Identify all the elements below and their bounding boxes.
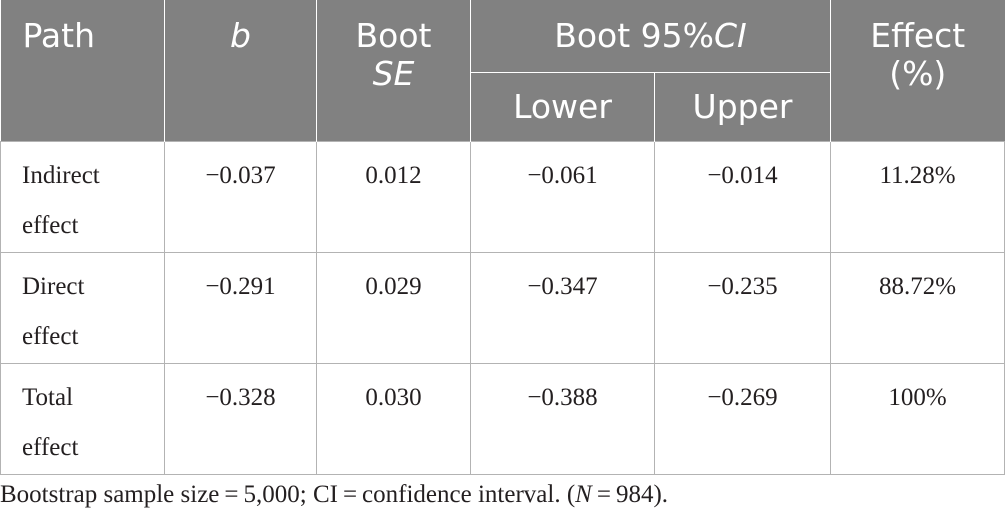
mediation-effects-table: Path b Boot SE Boot 95%CI Effect (%) Low…	[0, 0, 1005, 475]
header-effect-line1: Effect	[870, 16, 966, 55]
header-boot-se-line1: Boot	[355, 16, 432, 55]
footnote-suffix: = 984).	[591, 481, 669, 508]
footnote-prefix: Bootstrap sample size = 5,000; CI = conf…	[0, 481, 576, 508]
header-path: Path	[0, 0, 165, 142]
table-row: Direct effect −0.291 0.029 −0.347 −0.235…	[0, 252, 1005, 364]
row-se: 0.012	[316, 141, 471, 253]
header-effect: Effect (%)	[830, 0, 1005, 142]
row-effect: 88.72%	[830, 252, 1005, 364]
table-row: Total effect −0.328 0.030 −0.388 −0.269 …	[0, 363, 1005, 475]
row-lower: −0.061	[470, 141, 655, 253]
table-body: Indirect effect −0.037 0.012 −0.061 −0.0…	[0, 141, 1005, 475]
header-upper: Upper	[653, 72, 831, 142]
row-se: 0.030	[316, 363, 471, 475]
row-path: Total effect	[0, 363, 165, 475]
header-effect-line2: (%)	[889, 54, 947, 93]
row-se: 0.029	[316, 252, 471, 364]
row-upper: −0.235	[653, 252, 832, 364]
row-b: −0.037	[164, 141, 317, 253]
row-upper: −0.269	[653, 363, 832, 475]
row-upper: −0.014	[653, 141, 832, 253]
row-effect: 100%	[830, 363, 1005, 475]
header-boot-ci: Boot 95%CI	[469, 0, 832, 73]
row-path-line1: Direct	[22, 273, 85, 300]
table-row: Indirect effect −0.037 0.012 −0.061 −0.0…	[0, 141, 1005, 253]
table-header: Path b Boot SE Boot 95%CI Effect (%) Low…	[0, 0, 1005, 142]
row-lower: −0.388	[470, 363, 655, 475]
row-path: Indirect effect	[0, 141, 165, 253]
row-effect: 11.28%	[830, 141, 1005, 253]
row-path-line1: Indirect	[22, 162, 100, 189]
header-lower: Lower	[470, 72, 655, 142]
row-lower: −0.347	[470, 252, 655, 364]
header-boot-ci-italic: CI	[714, 16, 747, 55]
row-path: Direct effect	[0, 252, 165, 364]
header-boot-se: Boot SE	[316, 0, 471, 142]
footnote-n: N	[575, 481, 592, 508]
header-boot-ci-prefix: Boot 95%	[554, 16, 715, 55]
header-b: b	[164, 0, 317, 142]
row-path-line2: effect	[22, 323, 79, 350]
row-path-line2: effect	[22, 212, 79, 239]
header-boot-se-line2: SE	[372, 54, 415, 93]
row-path-line1: Total	[22, 384, 74, 411]
table-footnote: Bootstrap sample size = 5,000; CI = conf…	[0, 481, 668, 509]
row-path-line2: effect	[22, 434, 79, 461]
row-b: −0.328	[164, 363, 317, 475]
row-b: −0.291	[164, 252, 317, 364]
